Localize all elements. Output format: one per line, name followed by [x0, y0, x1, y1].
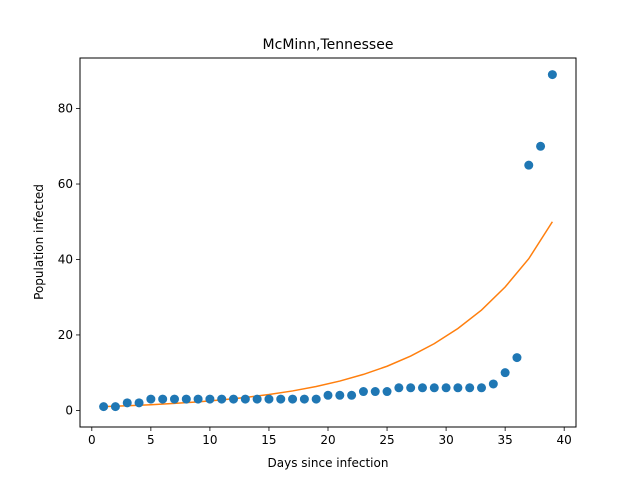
data-point-day-36 [512, 353, 522, 363]
x-tick-label: 25 [379, 433, 394, 447]
data-point-day-17 [288, 394, 298, 404]
data-point-day-33 [477, 383, 487, 393]
data-point-day-32 [465, 383, 475, 393]
data-point-day-13 [240, 394, 250, 404]
data-point-day-20 [323, 390, 333, 400]
data-point-day-5 [146, 394, 156, 404]
y-axis: 0 20 40 60 80 [58, 102, 80, 417]
data-point-day-1 [99, 402, 109, 412]
data-point-day-31 [453, 383, 463, 393]
data-point-day-26 [394, 383, 404, 393]
data-point-day-9 [193, 394, 203, 404]
data-point-day-23 [358, 387, 368, 397]
y-tick-label: 80 [58, 102, 73, 116]
data-point-day-21 [335, 390, 345, 400]
data-point-day-24 [370, 387, 380, 397]
data-point-day-19 [311, 394, 321, 404]
data-point-day-6 [158, 394, 168, 404]
chart-title: McMinn,Tennessee [263, 37, 394, 53]
data-point-day-8 [181, 394, 191, 404]
x-tick-label: 15 [261, 433, 276, 447]
data-point-day-11 [217, 394, 227, 404]
data-point-day-7 [169, 394, 179, 404]
data-point-day-14 [252, 394, 262, 404]
y-tick-label: 0 [65, 403, 73, 417]
x-tick-label: 10 [202, 433, 217, 447]
x-tick-label: 35 [498, 433, 513, 447]
x-tick-label: 0 [88, 433, 96, 447]
y-tick-label: 20 [58, 328, 73, 342]
data-point-day-37 [524, 160, 534, 170]
data-point-day-29 [429, 383, 439, 393]
x-axis: 0 5 10 15 20 25 30 35 40 [88, 427, 572, 447]
y-axis-label: Population infected [32, 184, 46, 300]
y-tick-label: 40 [58, 252, 73, 266]
data-point-day-25 [382, 387, 392, 397]
data-point-day-35 [500, 368, 510, 378]
fit-curve-line [103, 221, 554, 408]
data-point-day-39 [547, 70, 557, 80]
data-point-day-10 [205, 394, 215, 404]
data-point-day-27 [406, 383, 416, 393]
data-point-day-38 [536, 141, 546, 151]
data-point-day-22 [347, 390, 357, 400]
data-point-day-34 [488, 379, 498, 389]
data-point-day-4 [134, 398, 144, 408]
plot-area [99, 70, 557, 412]
data-point-day-2 [110, 402, 120, 412]
y-tick-label: 60 [58, 177, 73, 191]
x-tick-label: 30 [438, 433, 453, 447]
x-tick-label: 40 [557, 433, 572, 447]
data-point-day-28 [417, 383, 427, 393]
data-point-day-16 [276, 394, 286, 404]
data-point-day-12 [229, 394, 239, 404]
data-point-day-18 [299, 394, 309, 404]
data-point-day-15 [264, 394, 274, 404]
x-axis-label: Days since infection [268, 456, 389, 470]
data-point-day-30 [441, 383, 451, 393]
data-point-day-3 [122, 398, 132, 408]
x-tick-label: 5 [147, 433, 155, 447]
x-tick-label: 20 [320, 433, 335, 447]
